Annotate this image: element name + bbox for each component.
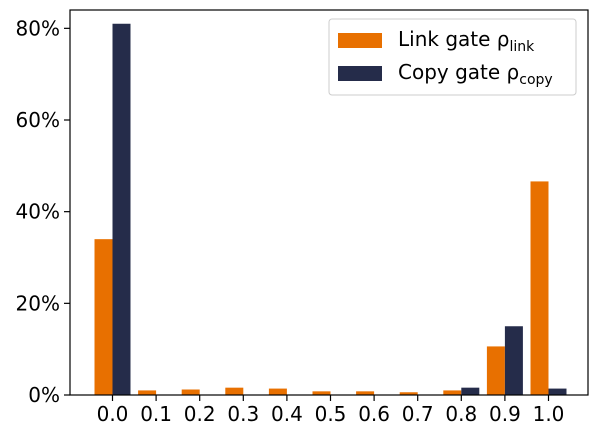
legend-label-link-main: Link gate ρ [398,27,509,51]
x-tick-label-0.9: 0.9 [489,402,521,424]
bar-link-0.5 [312,391,331,395]
bar-link-0.0 [94,239,113,395]
y-tick-label-80: 80% [16,16,60,40]
bar-copy-0.9 [504,326,523,395]
legend-label-copy-main: Copy gate ρ [398,60,519,84]
legend-label-link-sub: link [509,39,535,55]
y-tick-label-20: 20% [16,291,60,315]
x-tick-label-0.7: 0.7 [402,402,434,424]
y-tick-label-40: 40% [16,200,60,224]
bar-link-0.8 [443,390,462,395]
legend-label-copy: Copy gate ρcopy [398,60,553,88]
legend-label-link: Link gate ρlink [398,27,535,55]
x-tick-label-0.3: 0.3 [227,402,259,424]
bar-copy-1.0 [548,388,567,395]
legend-swatch-copy [338,66,382,81]
x-tick-label-0.1: 0.1 [140,402,172,424]
legend-label-copy-sub: copy [519,72,552,88]
bar-link-0.9 [486,346,505,395]
y-tick-label-0: 0% [28,383,60,407]
bar-copy-0.8 [461,387,480,395]
x-axis: 0.0 0.1 0.2 0.3 0.4 0.5 0.6 0.7 0.8 0.9 1.0 [97,395,565,424]
legend-box [328,18,577,96]
y-tick-label-60: 60% [16,108,60,132]
legend: Link gate ρlink Copy gate ρcopy [328,18,577,96]
x-tick-label-0.4: 0.4 [271,402,303,424]
legend-swatch-link [338,33,382,48]
bars-group [94,23,567,395]
bar-link-0.1 [138,390,157,395]
x-tick-label-0.0: 0.0 [97,402,129,424]
bar-link-1.0 [530,181,549,395]
bar-copy-0.0 [112,23,131,395]
bar-link-0.6 [356,391,375,395]
bar-link-0.3 [225,387,244,395]
x-tick-label-1.0: 1.0 [533,402,565,424]
bar-link-0.4 [268,388,287,395]
x-tick-label-0.6: 0.6 [358,402,390,424]
x-tick-label-0.8: 0.8 [445,402,477,424]
x-tick-label-0.2: 0.2 [184,402,216,424]
plot-frame [69,9,589,396]
y-axis: 0% 20% 40% 60% 80% [16,16,70,407]
x-tick-label-0.5: 0.5 [315,402,347,424]
bar-link-0.7 [399,392,418,395]
bar-link-0.2 [181,389,200,395]
